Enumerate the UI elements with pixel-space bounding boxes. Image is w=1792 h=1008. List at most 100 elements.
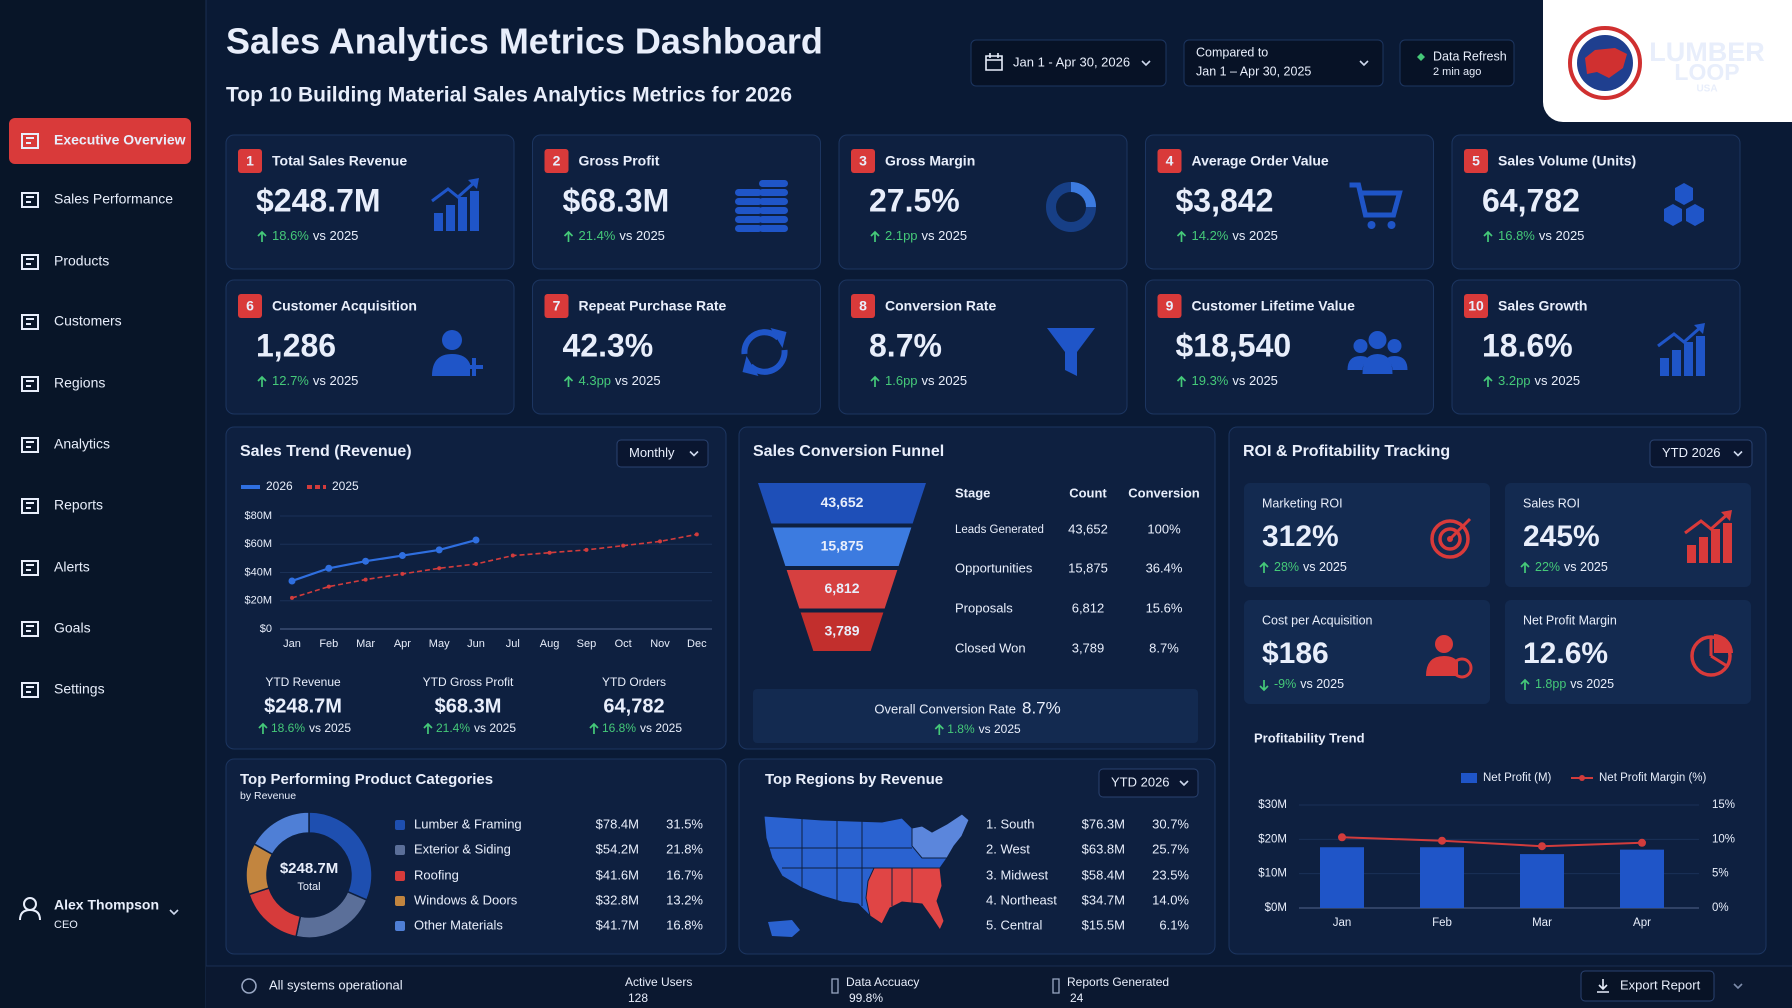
icon <box>741 329 781 355</box>
data-point <box>584 547 589 552</box>
nav-item[interactable]: Executive Overview <box>54 132 186 148</box>
data-point <box>400 571 405 576</box>
table-stage: Leads Generated <box>955 524 1044 536</box>
nav-item[interactable]: Reports <box>54 497 103 513</box>
change-value: 1.8pp <box>1535 677 1566 691</box>
legend-swatch <box>1579 775 1585 781</box>
x-tick-label: Mar <box>1532 917 1552 929</box>
kpi-label: Sales Volume (Units) <box>1498 153 1636 169</box>
nav-item[interactable]: Regions <box>54 375 105 391</box>
nav-active[interactable] <box>9 118 191 164</box>
x-tick-label: Oct <box>615 638 632 650</box>
change-text: 18.6% vs 2025 <box>272 228 358 243</box>
change-text: 3.2pp vs 2025 <box>1498 373 1580 388</box>
summary-label: YTD Orders <box>602 675 666 689</box>
y-tick-label: $60M <box>244 538 272 550</box>
category-name: Roofing <box>414 867 459 882</box>
icon <box>735 225 762 232</box>
nav-item[interactable]: Sales Performance <box>54 191 173 207</box>
sidebar <box>0 0 206 1008</box>
category-share: 21.8% <box>666 841 703 856</box>
change-text: 1.8pp vs 2025 <box>1535 677 1614 691</box>
dropdown[interactable] <box>616 439 709 468</box>
icon <box>759 216 788 223</box>
icon <box>458 197 467 231</box>
map-region <box>865 867 945 932</box>
dropdown[interactable] <box>1649 439 1753 468</box>
nav-item[interactable]: Products <box>54 253 109 269</box>
x-tick-label: Dec <box>687 638 707 650</box>
data-point <box>437 566 442 571</box>
change-text: 22% vs 2025 <box>1535 560 1608 574</box>
icon <box>759 225 788 232</box>
table-header: Count <box>1069 485 1107 500</box>
data-point <box>547 550 552 555</box>
x-tick-label: Sep <box>577 638 597 650</box>
change-compare: vs 2025 <box>619 228 665 243</box>
kpi-label: Repeat Purchase Rate <box>579 298 727 314</box>
date-picker[interactable] <box>970 39 1167 87</box>
change-text: 4.3pp vs 2025 <box>579 373 661 388</box>
nav-item[interactable]: Alerts <box>54 559 90 575</box>
funnel-count: 3,789 <box>824 622 859 638</box>
icon <box>1347 356 1369 370</box>
change-compare: vs 2025 <box>309 721 351 735</box>
tile-label: Sales ROI <box>1523 496 1580 510</box>
data-point <box>435 546 443 554</box>
change-value: 16.8% <box>602 721 636 735</box>
nav-item[interactable]: Analytics <box>54 436 110 452</box>
icon <box>1430 519 1470 559</box>
data-point <box>398 552 406 560</box>
roi-tile <box>1244 483 1490 587</box>
kpi-rank: 9 <box>1166 298 1174 314</box>
donut-center-value: $248.7M <box>280 860 338 877</box>
change-value: 1.6pp <box>885 373 918 388</box>
export-button[interactable] <box>1580 970 1715 1002</box>
summary-value: 64,782 <box>603 695 664 717</box>
kpi-rank-badge <box>544 149 569 173</box>
card-subtitle: by Revenue <box>240 790 296 802</box>
trend-arrow <box>1520 561 1530 573</box>
change-compare: vs 2025 <box>1303 560 1347 574</box>
x-tick-label: Feb <box>319 638 338 650</box>
change-value: 4.3pp <box>579 373 612 388</box>
footer-metric-value: 24 <box>1070 991 1084 1005</box>
refresh-dot <box>1417 53 1425 61</box>
kpi-card <box>532 279 821 415</box>
x-tick-label: Jan <box>283 638 301 650</box>
table-header: Conversion <box>1128 485 1200 500</box>
kpi-label: Total Sales Revenue <box>272 153 407 169</box>
trend-arrow <box>1259 680 1269 692</box>
funnel-count: 15,875 <box>821 537 864 553</box>
kpi-value: $18,540 <box>1176 327 1292 363</box>
change-value: 14.2% <box>1192 228 1229 243</box>
change-text: 18.6% vs 2025 <box>271 721 351 735</box>
kpi-card <box>1145 134 1434 270</box>
export-label[interactable]: Export Report <box>1620 977 1701 992</box>
icon <box>1657 324 1703 348</box>
dropdown[interactable] <box>1098 768 1199 798</box>
region-share: 23.5% <box>1152 867 1189 882</box>
trend-arrow <box>934 723 944 735</box>
icon <box>1353 339 1368 353</box>
footer-metric-label: Data Accuacy <box>846 975 919 989</box>
bar <box>1520 854 1564 908</box>
region-revenue: $76.3M <box>1082 816 1125 831</box>
nav-item[interactable]: Settings <box>54 681 105 697</box>
table-stage: Closed Won <box>955 640 1026 655</box>
category-name: Windows & Doors <box>414 892 518 907</box>
nav-item[interactable]: Customers <box>54 313 122 329</box>
compare-picker[interactable] <box>1183 39 1384 87</box>
change-text: 2.1pp vs 2025 <box>885 228 967 243</box>
icon <box>748 349 788 375</box>
kpi-rank: 1 <box>246 153 254 169</box>
data-point <box>510 553 515 558</box>
icon <box>1059 195 1083 219</box>
change-value: 16.8% <box>1498 228 1535 243</box>
region-revenue: $58.4M <box>1082 867 1125 882</box>
nav-item[interactable]: Goals <box>54 620 91 636</box>
icon <box>1349 182 1403 218</box>
kpi-rank-badge <box>851 149 875 173</box>
y-tick-label: $80M <box>244 510 272 522</box>
